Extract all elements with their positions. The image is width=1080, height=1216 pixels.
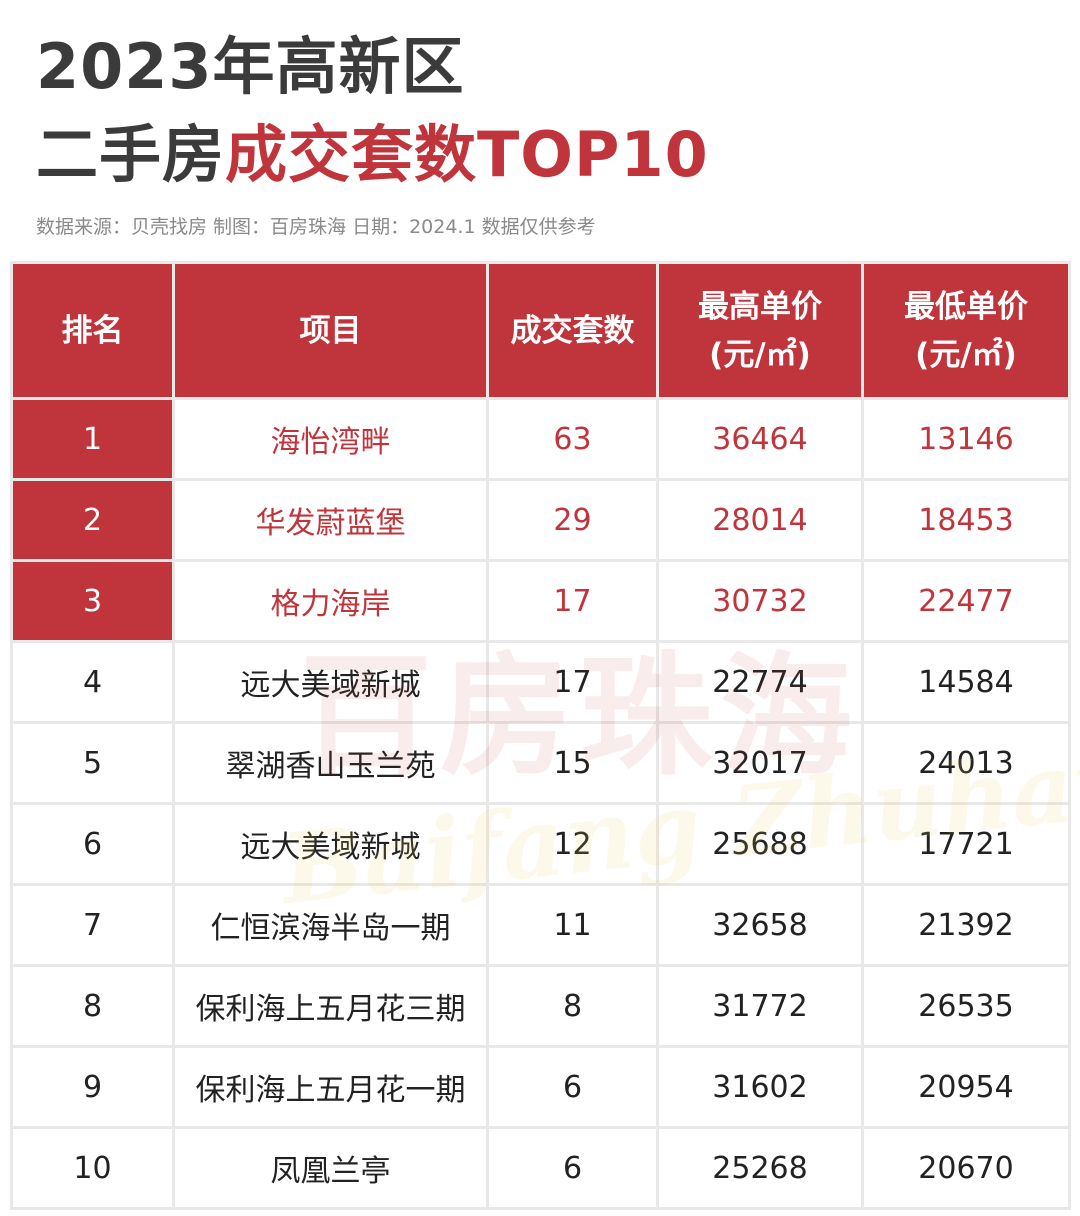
cell-min-price: 21392: [861, 883, 1071, 967]
cell-max-price: 25688: [656, 802, 864, 886]
cell-rank: 2: [10, 478, 175, 562]
cell-project: 保利海上五月花三期: [172, 964, 489, 1048]
page-title-line2: 二手房成交套数TOP10: [36, 118, 709, 192]
cell-rank: 1: [10, 397, 175, 481]
cell-deals: 11: [486, 883, 659, 967]
cell-rank: 3: [10, 559, 175, 643]
header-min-price-unit: (元/㎡): [915, 336, 1017, 373]
table-body: 1 海怡湾畔 63 36464 13146 2 华发蔚蓝堡 29 28014 18453 3 格力海岸…: [10, 397, 1071, 1210]
cell-project: 凤凰兰亭: [172, 1126, 489, 1210]
cell-min-price: 14584: [861, 640, 1071, 724]
cell-deals: 12: [486, 802, 659, 886]
cell-project: 远大美域新城: [172, 640, 489, 724]
cell-project: 远大美域新城: [172, 802, 489, 886]
cell-rank: 4: [10, 640, 175, 724]
table-row: 8 保利海上五月花三期 8 31772 26535: [10, 964, 1071, 1048]
cell-max-price: 32017: [656, 721, 864, 805]
cell-rank: 10: [10, 1126, 175, 1210]
table-row: 3 格力海岸 17 30732 22477: [10, 559, 1071, 643]
header-deals: 成交套数: [486, 261, 659, 400]
ranking-table: 排名 项目 成交套数 最高单价 (元/㎡) 最低单价 (元/㎡) 1 海怡湾畔 63…: [10, 261, 1071, 1210]
table-row: 9 保利海上五月花一期 6 31602 20954: [10, 1045, 1071, 1129]
cell-project: 保利海上五月花一期: [172, 1045, 489, 1129]
cell-min-price: 13146: [861, 397, 1071, 481]
cell-rank: 8: [10, 964, 175, 1048]
cell-min-price: 18453: [861, 478, 1071, 562]
source-note: 数据来源：贝壳找房 制图：百房珠海 日期：2024.1 数据仅供参考: [36, 216, 596, 238]
header-project: 项目: [172, 261, 489, 400]
cell-min-price: 20670: [861, 1126, 1071, 1210]
cell-deals: 63: [486, 397, 659, 481]
cell-deals: 6: [486, 1126, 659, 1210]
cell-deals: 29: [486, 478, 659, 562]
cell-max-price: 28014: [656, 478, 864, 562]
cell-deals: 15: [486, 721, 659, 805]
table-row: 7 仁恒滨海半岛一期 11 32658 21392: [10, 883, 1071, 967]
cell-project: 海怡湾畔: [172, 397, 489, 481]
cell-min-price: 24013: [861, 721, 1071, 805]
cell-project: 格力海岸: [172, 559, 489, 643]
cell-max-price: 31772: [656, 964, 864, 1048]
cell-project: 仁恒滨海半岛一期: [172, 883, 489, 967]
title-accent: 成交套数TOP10: [225, 118, 709, 191]
table-header-row: 排名 项目 成交套数 最高单价 (元/㎡) 最低单价 (元/㎡): [10, 261, 1071, 400]
header-max-price: 最高单价 (元/㎡): [656, 261, 864, 400]
cell-max-price: 30732: [656, 559, 864, 643]
cell-project: 华发蔚蓝堡: [172, 478, 489, 562]
table-row: 2 华发蔚蓝堡 29 28014 18453: [10, 478, 1071, 562]
header-min-price: 最低单价 (元/㎡): [861, 261, 1071, 400]
cell-rank: 7: [10, 883, 175, 967]
table-row: 5 翠湖香山玉兰苑 15 32017 24013: [10, 721, 1071, 805]
cell-deals: 17: [486, 640, 659, 724]
cell-min-price: 20954: [861, 1045, 1071, 1129]
cell-rank: 5: [10, 721, 175, 805]
table-row: 4 远大美域新城 17 22774 14584: [10, 640, 1071, 724]
cell-max-price: 31602: [656, 1045, 864, 1129]
table-row: 1 海怡湾畔 63 36464 13146: [10, 397, 1071, 481]
cell-project: 翠湖香山玉兰苑: [172, 721, 489, 805]
cell-min-price: 17721: [861, 802, 1071, 886]
header-rank: 排名: [10, 261, 175, 400]
header-max-price-label: 最高单价: [698, 288, 822, 325]
ranking-table-container: 排名 项目 成交套数 最高单价 (元/㎡) 最低单价 (元/㎡) 1 海怡湾畔 63…: [10, 261, 1071, 1210]
cell-min-price: 26535: [861, 964, 1071, 1048]
table-row: 6 远大美域新城 12 25688 17721: [10, 802, 1071, 886]
header-max-price-unit: (元/㎡): [709, 336, 811, 373]
cell-deals: 17: [486, 559, 659, 643]
header-min-price-label: 最低单价: [904, 288, 1028, 325]
cell-deals: 6: [486, 1045, 659, 1129]
cell-deals: 8: [486, 964, 659, 1048]
cell-rank: 6: [10, 802, 175, 886]
title-plain: 二手房: [36, 118, 226, 191]
page-title-line1: 2023年高新区: [36, 30, 465, 103]
cell-max-price: 22774: [656, 640, 864, 724]
cell-min-price: 22477: [861, 559, 1071, 643]
table-row: 10 凤凰兰亭 6 25268 20670: [10, 1126, 1071, 1210]
cell-max-price: 25268: [656, 1126, 864, 1210]
cell-max-price: 32658: [656, 883, 864, 967]
cell-rank: 9: [10, 1045, 175, 1129]
cell-max-price: 36464: [656, 397, 864, 481]
